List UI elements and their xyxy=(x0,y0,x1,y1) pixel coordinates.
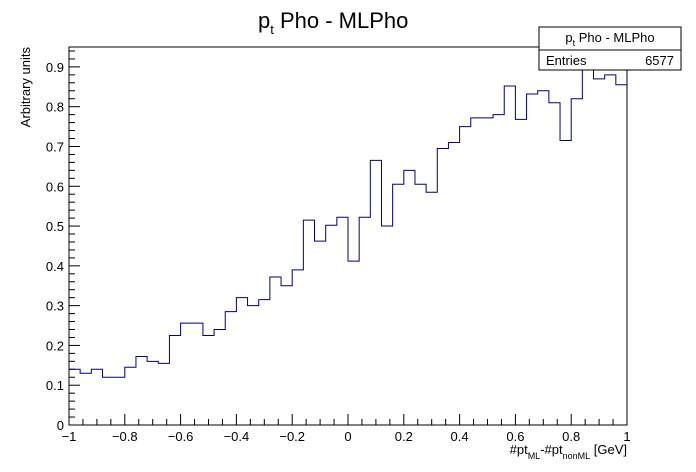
y-tick-label: 0.8 xyxy=(46,100,64,115)
y-tick-label: 0.5 xyxy=(46,219,64,234)
stats-title-main: p xyxy=(565,30,572,45)
stats-box-title: pt Pho - MLPho xyxy=(565,30,654,48)
x-tick-label: 0.4 xyxy=(451,429,469,444)
x-tick-label: 0.6 xyxy=(506,429,524,444)
stats-entries-label: Entries xyxy=(546,53,587,68)
stats-box-frame xyxy=(538,26,682,71)
x-tick-label: 0 xyxy=(344,429,351,444)
y-tick-label: 0.7 xyxy=(46,139,64,154)
chart-title-main: p xyxy=(258,8,270,33)
y-tick-label: 0.3 xyxy=(46,299,64,314)
stats-box: pt Pho - MLPho Entries 6577 xyxy=(538,26,682,71)
x-tick-label: 1 xyxy=(623,429,630,444)
x-tick-label: −0.2 xyxy=(279,429,305,444)
x-axis-ticks: −1 −0.8 −0.6 −0.4 −0.2 0 0.2 0.4 0.6 0.8 1 xyxy=(62,414,631,444)
x-axis-label-part1: #pt xyxy=(510,442,528,457)
x-tick-label: −0.6 xyxy=(168,429,194,444)
y-tick-label: 0.9 xyxy=(46,60,64,75)
x-axis-label: #ptML-#ptnonML [GeV] xyxy=(510,442,627,461)
x-axis-label-part3: [GeV] xyxy=(590,442,627,457)
stats-entries-value: 6577 xyxy=(645,53,674,68)
x-axis-label-sub1: ML xyxy=(528,451,541,461)
y-axis-label: Arbitrary units xyxy=(18,47,33,128)
x-axis-label-part2: -#pt xyxy=(540,442,563,457)
x-tick-label: 0.8 xyxy=(562,429,580,444)
x-tick-label: −0.4 xyxy=(224,429,250,444)
stats-title-sub: t xyxy=(573,38,576,48)
y-tick-label: 0.1 xyxy=(46,378,64,393)
y-tick-label: 0 xyxy=(57,418,64,433)
chart-title: pt Pho - MLPho xyxy=(258,8,408,37)
y-tick-label: 0.2 xyxy=(46,338,64,353)
x-tick-label: 0.2 xyxy=(395,429,413,444)
y-axis-ticks: 0 0.1 0.2 0.3 0.4 0.5 0.6 0.7 0.8 0.9 xyxy=(46,50,80,433)
y-tick-label: 0.4 xyxy=(46,259,64,274)
y-tick-label: 0.6 xyxy=(46,179,64,194)
x-axis-label-sub2: nonML xyxy=(563,451,591,461)
chart-title-rest: Pho - MLPho xyxy=(274,8,409,33)
histogram-line xyxy=(69,62,627,378)
x-tick-label: −1 xyxy=(62,429,77,444)
x-tick-label: −0.8 xyxy=(112,429,138,444)
chart-title-sub: t xyxy=(270,22,274,37)
stats-title-rest: Pho - MLPho xyxy=(575,30,655,45)
